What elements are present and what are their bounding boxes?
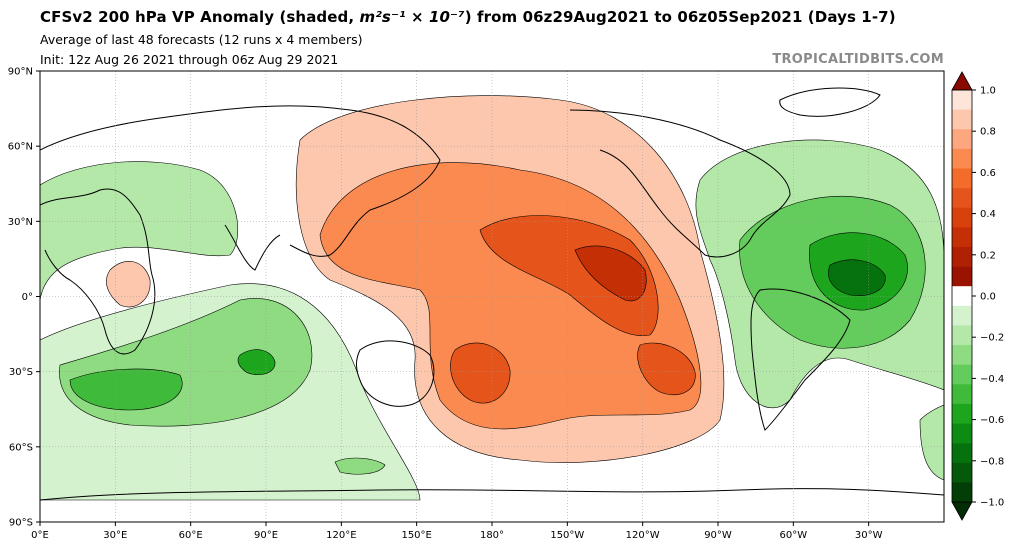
colorbar-segment (952, 345, 972, 365)
positive-anomaly-core (479, 215, 659, 337)
colorbar-segment (952, 384, 972, 405)
coastlines (40, 87, 944, 501)
lat-tick-label: 30°N (8, 217, 33, 228)
lon-tick-label: 150°W (550, 530, 584, 541)
colorbar-tick-label: 0.2 (980, 250, 996, 261)
latitude-axis: 90°N 60°N 30°N 0° 30°S 60°S 90°S (8, 67, 40, 529)
colorbar-tick-label: −1.0 (980, 498, 1004, 509)
coastline-greenland (779, 87, 881, 117)
negative-anomaly-southern (334, 457, 386, 475)
colorbar-tick-label: −0.2 (980, 333, 1004, 344)
negative-anomaly-indian-core (69, 368, 183, 411)
colorbar-segment (952, 325, 972, 346)
colorbar-segment (952, 188, 972, 209)
coastline-india (224, 224, 281, 271)
positive-anomaly-peak (574, 245, 647, 302)
lon-tick-label: 90°E (254, 530, 278, 541)
colorbar-segment (952, 207, 972, 228)
colorbar-segment (952, 129, 972, 150)
brand-watermark: TROPICALTIDBITS.COM (772, 52, 944, 67)
colorbar-segment (952, 286, 972, 307)
positive-anomaly-africa (106, 261, 151, 308)
lon-tick-label: 120°W (626, 530, 660, 541)
positive-anomaly-south (450, 342, 511, 404)
colorbar-segment (952, 423, 972, 444)
colorbar-segment (952, 266, 972, 287)
chart-subtitle: Average of last 48 forecasts (12 runs x … (40, 32, 363, 47)
graticule (40, 71, 944, 522)
lon-tick-label: 120°E (326, 530, 356, 541)
lat-tick-label: 60°S (9, 442, 33, 453)
lat-tick-label: 90°N (8, 67, 33, 78)
lon-tick-label: 180° (480, 530, 504, 541)
colorbar (951, 71, 973, 521)
lat-tick-label: 60°N (8, 142, 33, 153)
colorbar-tick-label: −0.4 (980, 374, 1004, 385)
colorbar-max-extension (951, 71, 973, 91)
colorbar-segment (952, 462, 972, 483)
colorbar-segment (952, 168, 972, 189)
anomaly-shading (40, 95, 944, 501)
colorbar-segment (952, 305, 972, 326)
colorbar-tick-label: 0.0 (980, 292, 996, 303)
lat-tick-label: 90°S (9, 518, 33, 529)
colorbar-tick-label: −0.8 (980, 456, 1004, 467)
colorbar-tick-label: −0.6 (980, 415, 1004, 426)
lon-tick-label: 150°E (401, 530, 431, 541)
colorbar-tick-label: 0.8 (980, 127, 996, 138)
coastline-europe-asia (40, 105, 441, 257)
colorbar-tick-label: 1.0 (980, 86, 996, 97)
negative-anomaly-south-atlantic (919, 404, 944, 481)
colorbar-segment (952, 482, 972, 503)
colorbar-tick-labels: 1.0 0.8 0.6 0.4 0.2 0.0 −0.2 −0.4 −0.6 −0.8 −1.0 (972, 86, 1004, 509)
lat-tick-label: 30°S (9, 367, 33, 378)
lon-tick-label: 90°W (704, 530, 732, 541)
lon-tick-label: 60°W (780, 530, 808, 541)
colorbar-min-extension (951, 501, 973, 521)
colorbar-segment (952, 246, 972, 267)
lat-tick-label: 0° (22, 292, 33, 303)
colorbar-tick-label: 0.6 (980, 168, 996, 179)
colorbar-segment (952, 109, 972, 130)
colorbar-segment (952, 403, 972, 424)
lon-tick-label: 30°W (855, 530, 883, 541)
negative-anomaly-africa-west (40, 161, 239, 301)
positive-anomaly-southeast (637, 342, 696, 396)
chart-title: CFSv2 200 hPa VP Anomaly (shaded, m²s⁻¹ … (40, 8, 896, 26)
coastline-antarctica (40, 488, 944, 501)
lon-tick-label: 30°E (103, 530, 127, 541)
init-time: Init: 12z Aug 26 2021 through 06z Aug 29… (40, 52, 339, 67)
longitude-axis: 0°E 30°E 60°E 90°E 120°E 150°E 180° 150°W 120°W 9… (31, 522, 883, 541)
coastline-north-america (569, 109, 791, 258)
colorbar-segment (952, 148, 972, 169)
colorbar-segment (952, 90, 972, 110)
colorbar-segment (952, 443, 972, 464)
coastline-africa (40, 188, 156, 355)
negative-anomaly-americas-peak (828, 259, 886, 296)
colorbar-tick-label: 0.4 (980, 209, 996, 220)
coastline-australia (356, 340, 435, 407)
colorbar-segment (952, 364, 972, 385)
lon-tick-label: 0°E (31, 530, 49, 541)
coastline-south-america (750, 288, 851, 431)
colorbar-segment (952, 227, 972, 248)
lon-tick-label: 60°E (179, 530, 203, 541)
